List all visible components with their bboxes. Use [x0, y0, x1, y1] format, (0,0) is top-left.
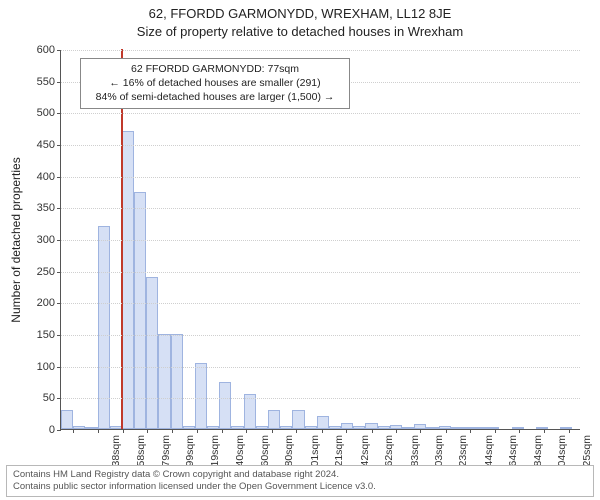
address-title: 62, FFORDD GARMONYDD, WREXHAM, LL12 8JE: [0, 6, 600, 21]
gridline: [61, 367, 580, 368]
subtitle: Size of property relative to detached ho…: [0, 24, 600, 39]
xtick-mark: [296, 429, 297, 433]
bar: [475, 427, 487, 429]
ytick-label: 300: [37, 234, 61, 246]
xtick-mark: [470, 429, 471, 433]
xtick-mark: [372, 429, 373, 433]
ytick-label: 450: [37, 139, 61, 151]
bar: [73, 426, 85, 429]
bar: [61, 410, 73, 429]
footer-line-1: Contains HM Land Registry data © Crown c…: [13, 469, 587, 481]
y-axis-label: Number of detached properties: [9, 157, 23, 322]
bar: [183, 426, 195, 429]
ytick-label: 50: [43, 392, 61, 404]
bar: [378, 426, 390, 429]
ytick-label: 500: [37, 107, 61, 119]
bar: [171, 334, 183, 429]
bar: [280, 426, 292, 429]
gridline: [61, 50, 580, 51]
ytick-label: 550: [37, 76, 61, 88]
bar: [195, 363, 207, 430]
bar: [341, 423, 353, 429]
gridline: [61, 177, 580, 178]
bar: [329, 426, 341, 429]
footer: Contains HM Land Registry data © Crown c…: [6, 465, 594, 497]
bar: [463, 427, 475, 429]
bar: [134, 192, 146, 430]
ytick-label: 0: [49, 424, 61, 436]
info-box: 62 FFORDD GARMONYDD: 77sqm ← 16% of deta…: [80, 58, 350, 109]
xtick-mark: [246, 429, 247, 433]
bar: [536, 427, 548, 429]
gridline: [61, 240, 580, 241]
gridline: [61, 335, 580, 336]
infobox-line-2: ← 16% of detached houses are smaller (29…: [85, 76, 345, 90]
ytick-label: 200: [37, 297, 61, 309]
xtick-mark: [272, 429, 273, 433]
xtick-mark: [172, 429, 173, 433]
bar: [305, 426, 317, 429]
page-wrap: 62, FFORDD GARMONYDD, WREXHAM, LL12 8JE …: [0, 0, 600, 500]
ytick-label: 400: [37, 171, 61, 183]
xtick-mark: [322, 429, 323, 433]
xtick-mark: [98, 429, 99, 433]
bar: [231, 426, 243, 429]
xtick-mark: [222, 429, 223, 433]
ytick-label: 150: [37, 329, 61, 341]
bar: [512, 427, 524, 429]
xtick-mark: [420, 429, 421, 433]
xtick-mark: [519, 429, 520, 433]
bar: [560, 427, 572, 429]
bar: [256, 426, 268, 429]
bar: [219, 382, 231, 430]
ytick-label: 250: [37, 266, 61, 278]
infobox-line-3: 84% of semi-detached houses are larger (…: [85, 90, 345, 104]
infobox-line-1: 62 FFORDD GARMONYDD: 77sqm: [85, 62, 345, 76]
ytick-label: 350: [37, 202, 61, 214]
bar: [353, 426, 365, 429]
xtick-mark: [569, 429, 570, 433]
gridline: [61, 398, 580, 399]
xtick-mark: [73, 429, 74, 433]
bar: [85, 427, 97, 429]
gridline: [61, 208, 580, 209]
gridline: [61, 145, 580, 146]
footer-line-2: Contains public sector information licen…: [13, 481, 587, 493]
bar: [426, 427, 438, 429]
bar: [268, 410, 280, 429]
ytick-label: 600: [37, 44, 61, 56]
gridline: [61, 303, 580, 304]
ytick-label: 100: [37, 361, 61, 373]
xtick-mark: [123, 429, 124, 433]
gridline: [61, 113, 580, 114]
xtick-mark: [147, 429, 148, 433]
bar: [487, 427, 499, 429]
gridline: [61, 272, 580, 273]
bar: [292, 410, 304, 429]
bar: [439, 426, 451, 429]
xtick-mark: [346, 429, 347, 433]
xtick-mark: [446, 429, 447, 433]
xtick-mark: [396, 429, 397, 433]
bar: [402, 427, 414, 429]
bar: [207, 426, 219, 429]
xtick-mark: [544, 429, 545, 433]
xtick-mark: [495, 429, 496, 433]
bar: [158, 334, 170, 429]
bar: [451, 427, 463, 429]
bar: [317, 416, 329, 429]
bar: [244, 394, 256, 429]
bar: [146, 277, 158, 429]
xtick-mark: [197, 429, 198, 433]
